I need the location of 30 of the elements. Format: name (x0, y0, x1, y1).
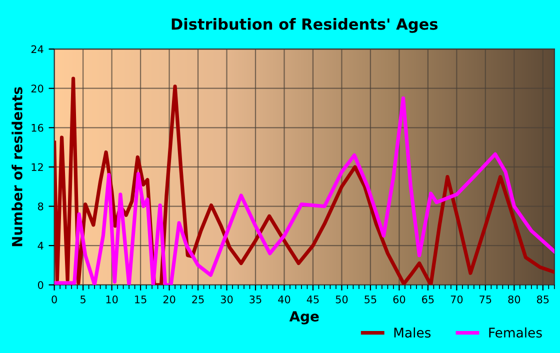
x-tick-label: 35 (250, 295, 262, 304)
x-tick-label: 20 (163, 295, 176, 304)
x-tick-label: 30 (220, 295, 233, 304)
x-tick-label: 70 (450, 295, 463, 304)
x-tick-label: 15 (135, 296, 146, 304)
x-axis-title: Age (289, 311, 319, 324)
x-tick-label: 85 (536, 295, 549, 304)
x-tick-label: 55 (364, 296, 376, 304)
y-axis-title: Number of residents (12, 87, 22, 246)
y-tick-label: 4 (38, 242, 44, 250)
x-tick-label: 80 (508, 295, 520, 304)
x-tick-label: 25 (192, 295, 204, 304)
x-tick-label: 65 (422, 295, 434, 304)
x-tick-label: 40 (278, 295, 290, 304)
chart-title: Distribution of Residents' Ages (172, 18, 438, 33)
y-tick-label: 8 (38, 202, 44, 210)
legend-label: Males (394, 327, 431, 338)
y-tick-label: 12 (32, 163, 43, 171)
x-tick-label: 10 (106, 295, 118, 304)
x-tick-label: 75 (480, 296, 492, 304)
y-tick-label: 0 (38, 281, 44, 289)
y-tick-label: 24 (31, 45, 44, 54)
x-tick-label: 5 (80, 296, 86, 304)
y-tick-label: 20 (31, 84, 44, 92)
y-tick-label: 16 (32, 124, 44, 132)
x-tick-label: 60 (393, 295, 406, 304)
x-tick-label: 50 (336, 295, 348, 304)
x-tick-label: 45 (306, 296, 319, 304)
x-tick-label: 0 (52, 295, 57, 304)
legend-label: Females (489, 327, 542, 338)
